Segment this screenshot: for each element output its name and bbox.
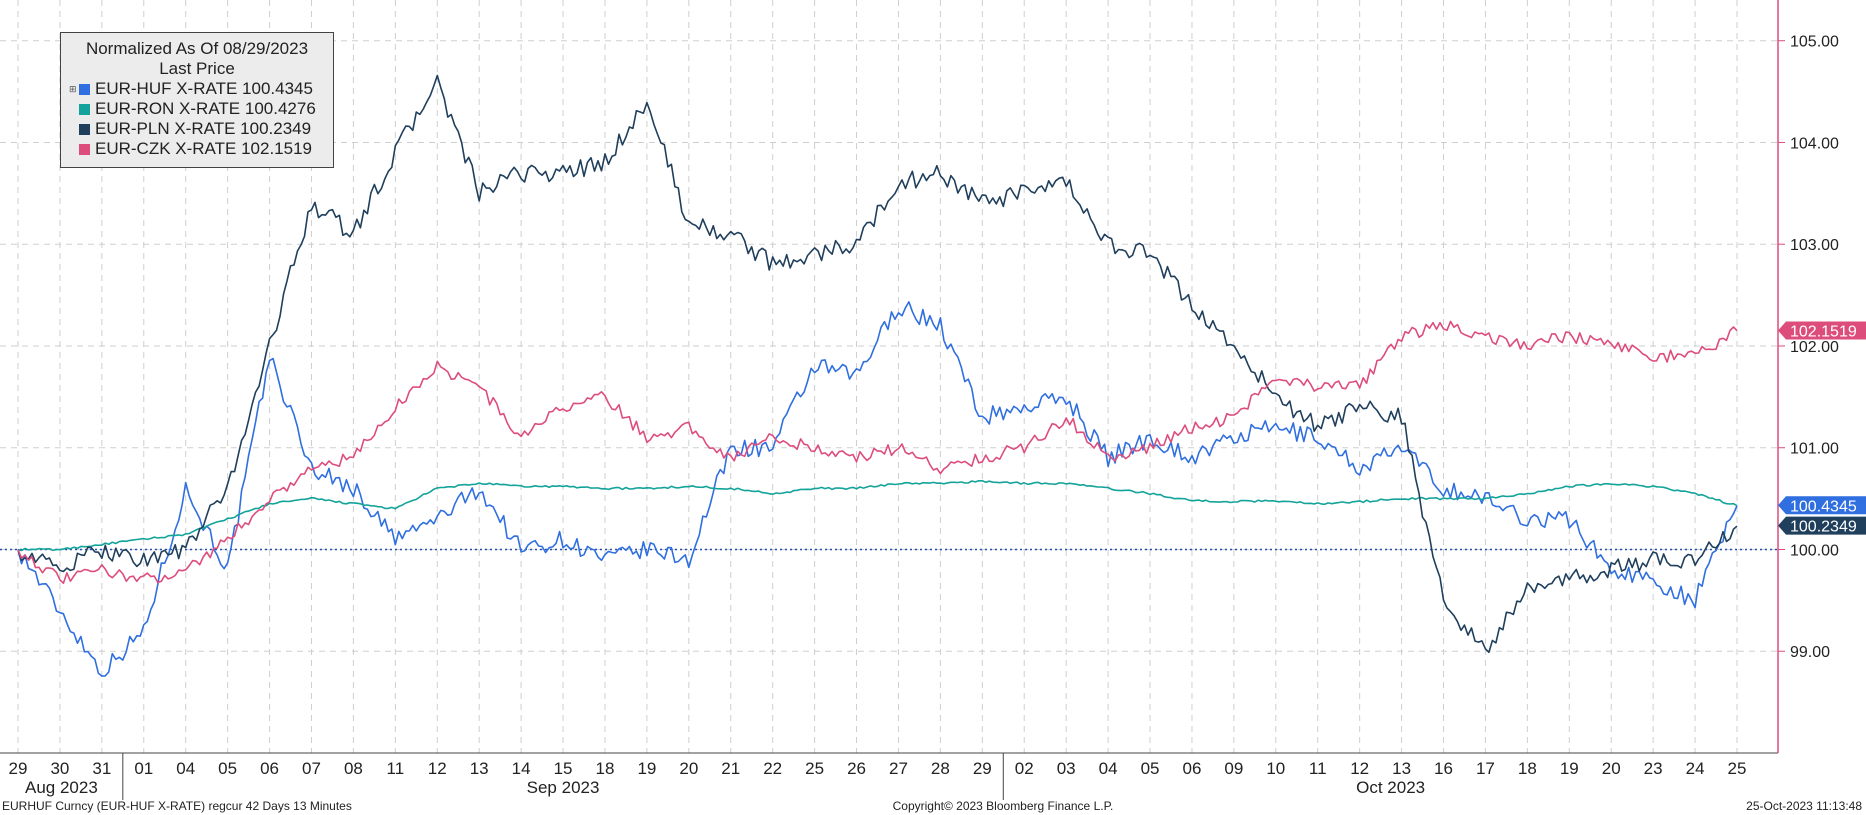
x-tick-label: 07 [302, 759, 321, 778]
legend-entry-ron[interactable]: EUR-RON X-RATE 100.4276 [61, 99, 333, 119]
x-tick-label: 28 [931, 759, 950, 778]
legend-value-huf: 100.4345 [242, 79, 313, 98]
legend-label-ron: EUR-RON X-RATE [95, 99, 241, 118]
x-tick-label: 20 [1602, 759, 1621, 778]
footer-copyright: Copyright© 2023 Bloomberg Finance L.P. [893, 799, 1114, 813]
x-tick-label: 18 [596, 759, 615, 778]
legend-swatch-ron [79, 103, 90, 115]
legend-value-ron: 100.4276 [244, 99, 316, 118]
legend-value-czk: 102.1519 [241, 139, 312, 158]
y-tick-label: 105.00 [1790, 34, 1839, 51]
legend-entry-huf[interactable]: ⊞ EUR-HUF X-RATE 100.4345 [61, 79, 333, 99]
series-line-1 [17, 301, 1738, 677]
month-label: Sep 2023 [527, 778, 600, 797]
x-tick-label: 02 [1015, 759, 1034, 778]
x-tick-label: 12 [428, 759, 447, 778]
x-tick-label: 06 [260, 759, 279, 778]
last-value-tag-bg [1778, 321, 1866, 340]
chart-axes: 99.00 100.00 101.00 102.00 103.00 104.00 105.0… [0, 0, 1839, 800]
x-tick-label: 27 [889, 759, 908, 778]
x-tick-label: 29 [9, 759, 28, 778]
legend-label-czk: EUR-CZK X-RATE [95, 139, 237, 158]
x-tick-label: 23 [1644, 759, 1663, 778]
x-tick-label: 18 [1518, 759, 1537, 778]
legend-label-pln: EUR-PLN X-RATE [95, 119, 236, 138]
x-tick-label: 19 [1560, 759, 1579, 778]
x-tick-label: 05 [218, 759, 237, 778]
x-tick-label: 13 [470, 759, 489, 778]
x-tick-label: 12 [1350, 759, 1369, 778]
x-tick-label: 24 [1686, 759, 1705, 778]
legend-label-huf: EUR-HUF X-RATE [95, 79, 238, 98]
x-tick-label: 10 [1266, 759, 1285, 778]
legend-title: Normalized As Of 08/29/2023 [85, 39, 309, 58]
x-tick-label: 17 [1476, 759, 1495, 778]
x-tick-label: 19 [637, 759, 656, 778]
last-value-tag-text: 100.4345 [1790, 498, 1857, 515]
y-tick-label: 99.00 [1790, 644, 1830, 661]
x-tick-label: 08 [344, 759, 363, 778]
legend-swatch-pln [79, 123, 90, 135]
y-tick-label: 104.00 [1790, 135, 1839, 152]
legend-value-pln: 100.2349 [240, 119, 312, 138]
legend-entry-pln[interactable]: EUR-PLN X-RATE 100.2349 [61, 119, 333, 139]
last-value-tag-bg [1778, 516, 1866, 535]
x-tick-label: 16 [1434, 759, 1453, 778]
x-tick-label: 14 [512, 759, 531, 778]
series-line-4 [17, 320, 1738, 584]
month-label: Aug 2023 [25, 778, 98, 797]
last-value-tag-1: 100.4345 [1778, 496, 1866, 515]
x-tick-label: 09 [1224, 759, 1243, 778]
footer-security: EURHUF Curncy (EUR-HUF X-RATE) regcur 42… [2, 799, 352, 813]
legend-swatch-huf [79, 83, 90, 95]
last-value-tags: 100.4345 100.2349 102.1519 [1778, 321, 1866, 536]
x-tick-label: 25 [1728, 759, 1747, 778]
x-tick-label: 26 [847, 759, 866, 778]
expand-icon[interactable]: ⊞ [69, 84, 77, 94]
x-tick-label: 29 [973, 759, 992, 778]
x-tick-label: 25 [805, 759, 824, 778]
legend-entry-czk[interactable]: EUR-CZK X-RATE 102.1519 [61, 139, 333, 159]
month-label: Oct 2023 [1356, 778, 1425, 797]
y-tick-label: 103.00 [1790, 237, 1839, 254]
x-tick-label: 05 [1141, 759, 1160, 778]
x-tick-label: 01 [134, 759, 153, 778]
y-tick-label: 102.00 [1790, 339, 1839, 356]
y-tick-label: 101.00 [1790, 441, 1839, 458]
y-tick-label: 100.00 [1790, 542, 1839, 559]
last-value-tag-4: 102.1519 [1778, 321, 1866, 341]
series-line-2 [17, 480, 1738, 552]
x-tick-label: 31 [92, 759, 111, 778]
x-tick-label: 11 [1309, 759, 1327, 778]
x-tick-label: 06 [1182, 759, 1201, 778]
x-tick-label: 30 [50, 759, 69, 778]
x-tick-label: 15 [554, 759, 573, 778]
chart-series [17, 74, 1738, 677]
x-tick-label: 22 [763, 759, 782, 778]
footer-timestamp: 25-Oct-2023 11:13:48 [1746, 799, 1862, 813]
x-tick-label: 11 [387, 759, 405, 778]
last-value-tag-text: 102.1519 [1790, 324, 1857, 341]
x-tick-label: 21 [721, 759, 740, 778]
x-tick-label: 03 [1057, 759, 1076, 778]
x-tick-label: 04 [176, 759, 195, 778]
legend-subtitle: Last Price [159, 59, 235, 78]
x-tick-label: 04 [1099, 759, 1118, 778]
last-value-tag-bg [1778, 496, 1866, 515]
legend: Normalized As Of 08/29/2023 Last Price ⊞… [60, 32, 334, 168]
x-tick-label: 20 [679, 759, 698, 778]
series-line-3 [17, 74, 1738, 654]
last-value-tag-text: 100.2349 [1790, 519, 1857, 536]
legend-swatch-czk [79, 143, 90, 155]
last-value-tag-3: 100.2349 [1778, 516, 1866, 536]
x-tick-label: 13 [1392, 759, 1411, 778]
